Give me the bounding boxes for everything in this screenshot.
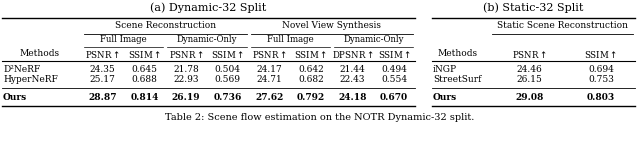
Text: PSNR$\uparrow$: PSNR$\uparrow$ (168, 49, 204, 59)
Text: 24.35: 24.35 (90, 66, 116, 74)
Text: Static Scene Reconstruction: Static Scene Reconstruction (497, 21, 628, 31)
Text: 24.17: 24.17 (257, 66, 282, 74)
Text: PSNR$\uparrow$: PSNR$\uparrow$ (85, 49, 120, 59)
Text: StreetSurf: StreetSurf (433, 76, 481, 84)
Text: 24.18: 24.18 (339, 93, 367, 101)
Text: 25.17: 25.17 (90, 76, 116, 84)
Text: PSNR$\uparrow$: PSNR$\uparrow$ (252, 49, 287, 59)
Text: 0.688: 0.688 (131, 76, 157, 84)
Text: HyperNeRF: HyperNeRF (3, 76, 58, 84)
Text: SSIM$\uparrow$: SSIM$\uparrow$ (584, 49, 618, 59)
Text: Novel View Synthesis: Novel View Synthesis (282, 21, 381, 31)
Text: 21.78: 21.78 (173, 66, 199, 74)
Text: 0.569: 0.569 (214, 76, 241, 84)
Text: 21.44: 21.44 (340, 66, 365, 74)
Text: 28.87: 28.87 (88, 93, 117, 101)
Text: Full Image: Full Image (100, 35, 147, 45)
Text: 0.504: 0.504 (214, 66, 241, 74)
Text: SSIM$\uparrow$: SSIM$\uparrow$ (294, 49, 328, 59)
Text: Table 2: Scene flow estimation on the NOTR Dynamic-32 split.: Table 2: Scene flow estimation on the NO… (165, 114, 475, 122)
Text: Scene Reconstruction: Scene Reconstruction (115, 21, 216, 31)
Text: D²NeRF: D²NeRF (3, 66, 40, 74)
Text: Ours: Ours (3, 93, 27, 101)
Text: 22.93: 22.93 (173, 76, 199, 84)
Text: iNGP: iNGP (433, 66, 457, 74)
Text: SSIM$\uparrow$: SSIM$\uparrow$ (211, 49, 244, 59)
Text: 0.736: 0.736 (214, 93, 242, 101)
Text: 0.803: 0.803 (587, 93, 615, 101)
Text: Methods: Methods (20, 49, 60, 59)
Text: 24.46: 24.46 (516, 66, 542, 74)
Text: 0.645: 0.645 (131, 66, 157, 74)
Text: 22.43: 22.43 (340, 76, 365, 84)
Text: 0.814: 0.814 (131, 93, 159, 101)
Text: 0.694: 0.694 (588, 66, 614, 74)
Text: Full Image: Full Image (267, 35, 314, 45)
Text: 26.19: 26.19 (172, 93, 200, 101)
Text: 29.08: 29.08 (515, 93, 544, 101)
Text: 24.71: 24.71 (257, 76, 282, 84)
Text: 0.642: 0.642 (298, 66, 324, 74)
Text: (a) Dynamic-32 Split: (a) Dynamic-32 Split (150, 3, 267, 13)
Text: Methods: Methods (438, 49, 478, 59)
Text: 0.682: 0.682 (298, 76, 324, 84)
Text: (b) Static-32 Split: (b) Static-32 Split (483, 3, 584, 13)
Text: DPSNR$\uparrow$: DPSNR$\uparrow$ (332, 49, 374, 59)
Text: 0.753: 0.753 (588, 76, 614, 84)
Text: 0.670: 0.670 (380, 93, 408, 101)
Text: 0.792: 0.792 (297, 93, 325, 101)
Text: PSNR$\uparrow$: PSNR$\uparrow$ (512, 49, 547, 59)
Text: 0.554: 0.554 (381, 76, 407, 84)
Text: Dynamic-Only: Dynamic-Only (343, 35, 404, 45)
Text: Ours: Ours (433, 93, 457, 101)
Text: SSIM$\uparrow$: SSIM$\uparrow$ (378, 49, 411, 59)
Text: SSIM$\uparrow$: SSIM$\uparrow$ (128, 49, 161, 59)
Text: Dynamic-Only: Dynamic-Only (177, 35, 237, 45)
Text: 0.494: 0.494 (381, 66, 407, 74)
Text: 27.62: 27.62 (255, 93, 284, 101)
Text: 26.15: 26.15 (516, 76, 543, 84)
